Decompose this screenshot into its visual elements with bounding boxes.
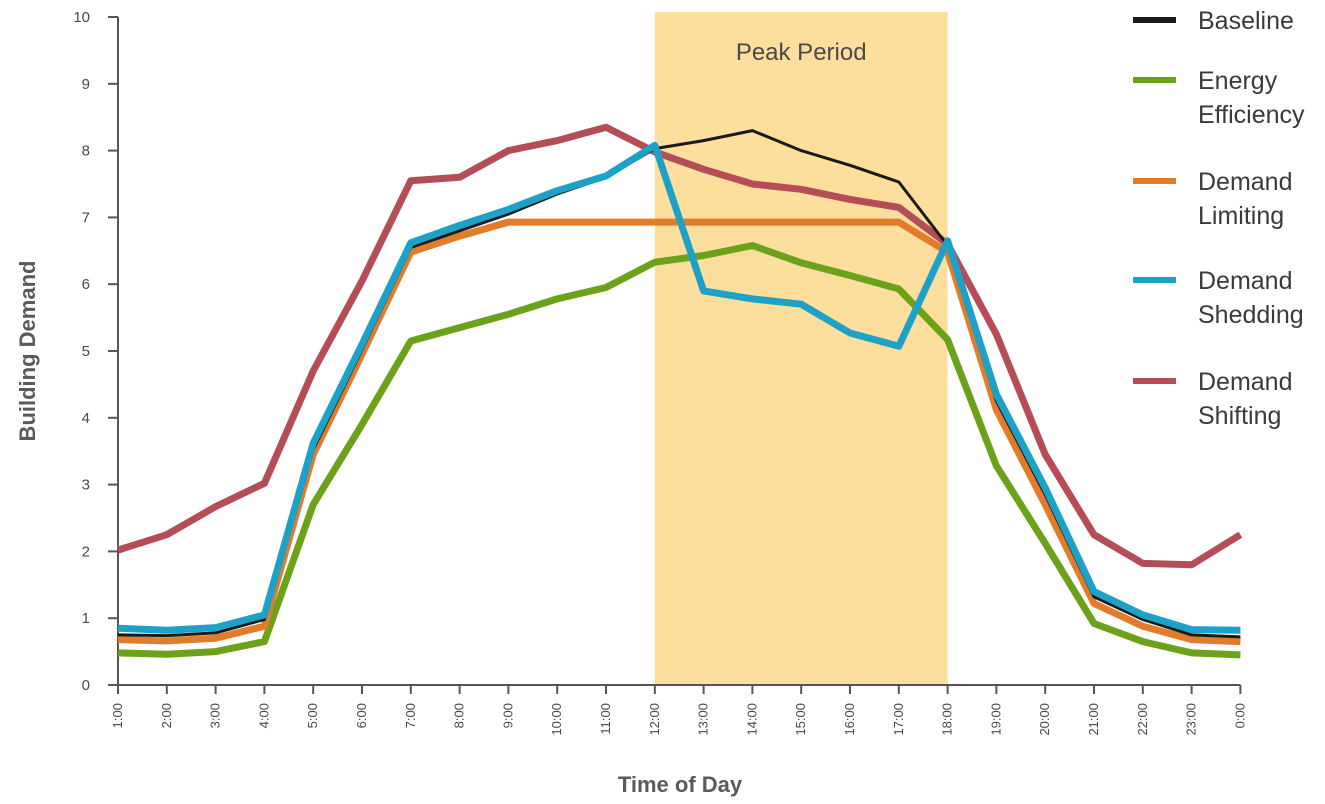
x-tick-label: 1:00 (110, 703, 125, 728)
x-tick-label: 4:00 (256, 703, 271, 728)
x-tick-label: 8:00 (452, 703, 467, 728)
x-tick-label: 21:00 (1086, 703, 1101, 736)
x-tick-label: 10:00 (549, 703, 564, 736)
x-tick-label: 2:00 (159, 703, 174, 728)
y-tick-label: 1 (82, 610, 90, 627)
x-tick-label: 22:00 (1135, 703, 1150, 736)
x-tick-label: 9:00 (500, 703, 515, 728)
series-line-energy-efficiency (117, 242, 1241, 659)
y-tick-label: 7 (82, 209, 90, 226)
x-tick-label: 15:00 (793, 703, 808, 736)
legend-label-demand-shedding: Demand Shedding (1198, 267, 1304, 329)
peak-period-label: Peak Period (736, 39, 867, 66)
legend-label-energy-efficiency: Energy Efficiency (1198, 67, 1305, 129)
x-tick-label: 12:00 (647, 703, 662, 736)
x-tick-label: 18:00 (940, 703, 955, 736)
x-axis-title: Time of Day (618, 772, 743, 797)
x-tick-label: 13:00 (696, 703, 711, 736)
legend-label-demand-limiting: Demand Limiting (1198, 168, 1293, 230)
y-tick-label: 9 (82, 76, 90, 93)
peak-period-band (654, 12, 948, 685)
x-tick-label: 20:00 (1037, 703, 1052, 736)
x-tick-label: 23:00 (1184, 703, 1199, 736)
legend-label-demand-shifting: Demand Shifting (1198, 368, 1293, 430)
x-tick-label: 7:00 (403, 703, 418, 728)
axes: 0 1 2 3 4 5 6 7 8 9 10 1:00 2:00 3:00 4:00 5:00 6:00 7:00… (73, 9, 1247, 736)
y-tick-label: 6 (82, 276, 90, 293)
x-tick-label: 0:00 (1232, 703, 1247, 728)
y-tick-label: 0 (82, 677, 90, 694)
x-tick-label: 14:00 (744, 703, 759, 736)
x-tick-label: 3:00 (208, 703, 223, 728)
y-tick-label: 8 (82, 143, 90, 160)
y-tick-label: 2 (82, 543, 90, 560)
x-tick-label: 11:00 (598, 703, 613, 735)
y-axis-title: Building Demand (15, 261, 40, 442)
x-tick-label: 19:00 (988, 703, 1003, 736)
y-tick-label: 4 (82, 410, 90, 427)
legend-label-baseline: Baseline (1198, 7, 1294, 35)
y-tick-label: 3 (82, 477, 90, 494)
peak-period-band-layer: Peak Period (654, 12, 948, 685)
series-lines (116, 123, 1243, 659)
legend: Baseline Energy Efficiency Demand Limiting De… (1133, 7, 1305, 430)
series-line-demand-shifting (116, 123, 1243, 569)
x-tick-label: 17:00 (891, 703, 906, 736)
x-tick-label: 5:00 (305, 703, 320, 728)
x-tick-label: 16:00 (842, 703, 857, 736)
series-line-demand-shedding (117, 141, 1241, 634)
y-tick-label: 10 (73, 9, 90, 26)
x-tick-label: 6:00 (354, 703, 369, 728)
y-tick-label: 5 (82, 343, 90, 360)
